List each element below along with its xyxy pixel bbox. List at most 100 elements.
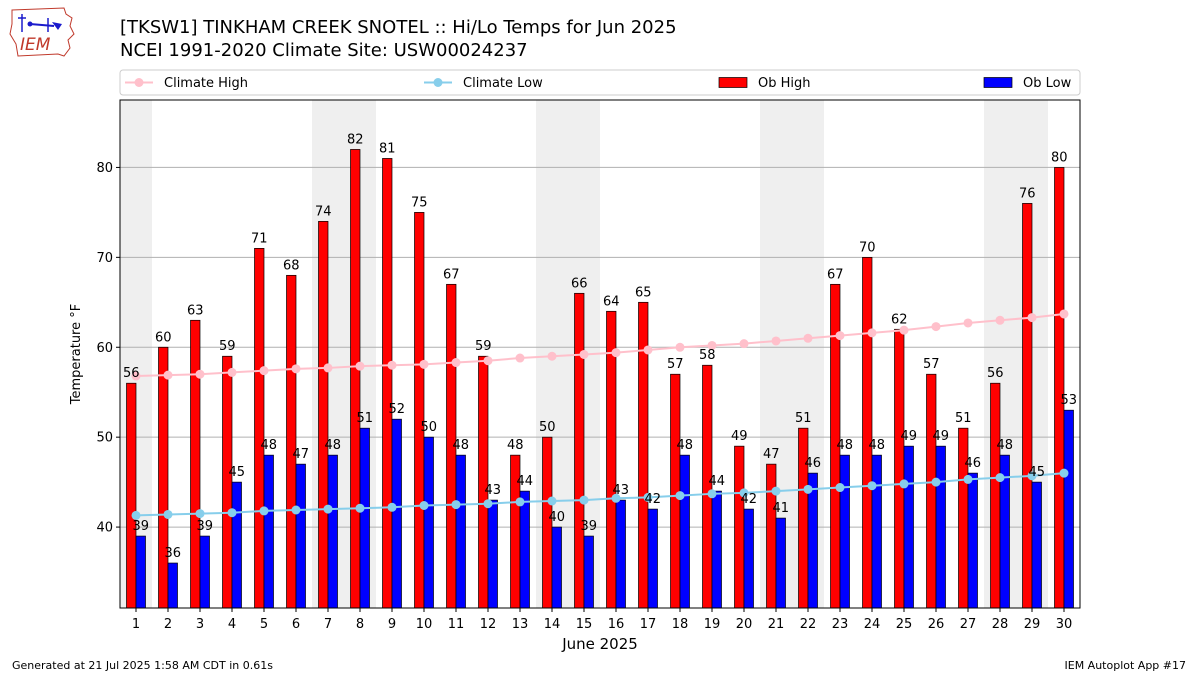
- climate-high-point-day-5: [259, 366, 269, 376]
- climate-high-point-day-30: [1059, 309, 1069, 319]
- ob-high-bar-day-29: [1022, 203, 1033, 609]
- ob-high-label-day-15: 66: [571, 276, 588, 291]
- y-tick-label-60: 60: [96, 341, 113, 356]
- ob-high-bar-day-20: [734, 445, 745, 609]
- climate-low-point-day-12: [483, 499, 493, 509]
- x-tick-label-10: 10: [416, 617, 433, 632]
- climate-high-point-day-19: [707, 340, 717, 350]
- climate-high-point-day-29: [1027, 313, 1037, 323]
- ob-high-label-day-23: 67: [827, 267, 844, 282]
- x-tick-label-11: 11: [448, 617, 465, 632]
- ob-low-label-day-21: 41: [772, 501, 789, 516]
- x-tick-label-12: 12: [480, 617, 497, 632]
- ob-high-label-day-9: 81: [379, 141, 396, 156]
- ob-high-label-day-4: 59: [219, 339, 236, 354]
- ob-low-label-day-8: 51: [356, 411, 373, 426]
- ob-low-bar-day-9: [391, 418, 402, 609]
- iem-logo: IEM: [8, 4, 80, 60]
- climate-low-point-day-22: [803, 484, 813, 494]
- x-tick-label-20: 20: [736, 617, 753, 632]
- ob-high-bar-day-25: [894, 328, 905, 609]
- climate-high-point-day-10: [419, 359, 429, 369]
- x-tick-label-4: 4: [228, 617, 236, 632]
- chart-subtitle: NCEI 1991-2020 Climate Site: USW00024237: [120, 40, 528, 61]
- ob-low-bar-day-8: [359, 427, 370, 609]
- ob-low-bar-day-14: [551, 526, 562, 609]
- climate-high-point-day-11: [451, 358, 461, 368]
- ob-high-label-day-10: 75: [411, 195, 428, 210]
- ob-low-label-day-18: 48: [676, 438, 693, 453]
- climate-high-point-day-20: [739, 339, 749, 349]
- ob-high-label-day-14: 50: [539, 420, 556, 435]
- legend-box: [119, 69, 1081, 96]
- climate-low-point-day-8: [355, 503, 365, 513]
- ob-low-bar-day-2: [167, 562, 178, 609]
- climate-low-point-day-1: [131, 510, 141, 520]
- climate-high-point-day-14: [547, 351, 557, 361]
- legend-climate-low-marker: [433, 78, 443, 87]
- x-tick-label-26: 26: [928, 617, 945, 632]
- climate-low-point-day-7: [323, 504, 333, 514]
- climate-high-point-day-1: [131, 371, 141, 381]
- ob-high-label-day-22: 51: [795, 411, 812, 426]
- climate-high-point-day-21: [771, 336, 781, 346]
- climate-low-point-day-3: [195, 509, 205, 519]
- ob-high-bar-day-7: [318, 221, 329, 609]
- generated-timestamp: Generated at 21 Jul 2025 1:58 AM CDT in …: [12, 659, 273, 672]
- x-tick-label-25: 25: [896, 617, 913, 632]
- ob-low-bar-day-15: [583, 535, 594, 609]
- climate-high-point-day-28: [995, 315, 1005, 325]
- ob-low-bar-day-11: [455, 454, 466, 609]
- ob-low-label-day-5: 48: [260, 438, 277, 453]
- ob-low-label-day-15: 39: [580, 519, 597, 534]
- climate-low-point-day-4: [227, 508, 237, 518]
- gridlines: [120, 166, 1080, 528]
- x-tick-label-5: 5: [260, 617, 268, 632]
- ob-high-label-day-6: 68: [283, 258, 300, 273]
- legend-ob-high-swatch: [718, 77, 748, 88]
- ob-low-bar-day-21: [775, 517, 786, 609]
- x-tick-label-27: 27: [960, 617, 977, 632]
- climate-low-point-day-20: [739, 488, 749, 498]
- climate-low-line: [135, 472, 1065, 517]
- climate-high-point-day-7: [323, 363, 333, 373]
- ob-high-bar-day-3: [190, 319, 201, 609]
- ob-high-bar-day-18: [670, 373, 681, 609]
- climate-low-point-day-6: [291, 505, 301, 515]
- climate-high-point-day-8: [355, 361, 365, 371]
- ob-low-label-day-7: 48: [324, 438, 341, 453]
- x-tick-label-19: 19: [704, 617, 721, 632]
- ob-high-bar-day-26: [926, 373, 937, 609]
- ob-low-label-day-3: 39: [196, 519, 213, 534]
- legend-ob-high-label: Ob High: [758, 76, 811, 91]
- climate-low-point-day-21: [771, 486, 781, 496]
- ob-high-label-day-5: 71: [251, 231, 268, 246]
- ob-high-bar-day-9: [382, 158, 393, 609]
- x-tick-label-21: 21: [768, 617, 785, 632]
- ob-high-label-day-12: 59: [475, 339, 492, 354]
- ob-low-label-day-11: 48: [452, 438, 469, 453]
- ob-high-label-day-1: 56: [123, 366, 140, 381]
- ob-low-label-day-14: 40: [548, 510, 565, 525]
- x-tick-label-29: 29: [1024, 617, 1041, 632]
- x-tick-label-28: 28: [992, 617, 1009, 632]
- ob-low-bar-day-25: [903, 445, 914, 609]
- legend-ob-low-swatch: [983, 77, 1013, 88]
- ob-high-label-day-11: 67: [443, 267, 460, 282]
- legend: Climate High Climate Low Ob High Ob Low: [119, 69, 1081, 96]
- ob-high-label-day-8: 82: [347, 132, 364, 147]
- ob-high-bar-day-24: [862, 256, 873, 609]
- ob-low-bar-day-7: [327, 454, 338, 609]
- climate-low-point-day-10: [419, 501, 429, 511]
- ob-high-bar-day-2: [158, 346, 169, 609]
- ob-low-bar-day-19: [711, 490, 722, 609]
- climate-lines: [131, 309, 1069, 520]
- climate-low-point-day-19: [707, 489, 717, 499]
- climate-low-point-day-26: [931, 477, 941, 487]
- legend-ob-low-label: Ob Low: [1023, 76, 1072, 91]
- ob-high-bar-day-10: [414, 212, 425, 609]
- chart-title: [TKSW1] TINKHAM CREEK SNOTEL :: Hi/Lo Te…: [120, 17, 677, 38]
- ob-low-bar-day-12: [487, 499, 498, 609]
- ob-high-bar-day-8: [350, 149, 361, 609]
